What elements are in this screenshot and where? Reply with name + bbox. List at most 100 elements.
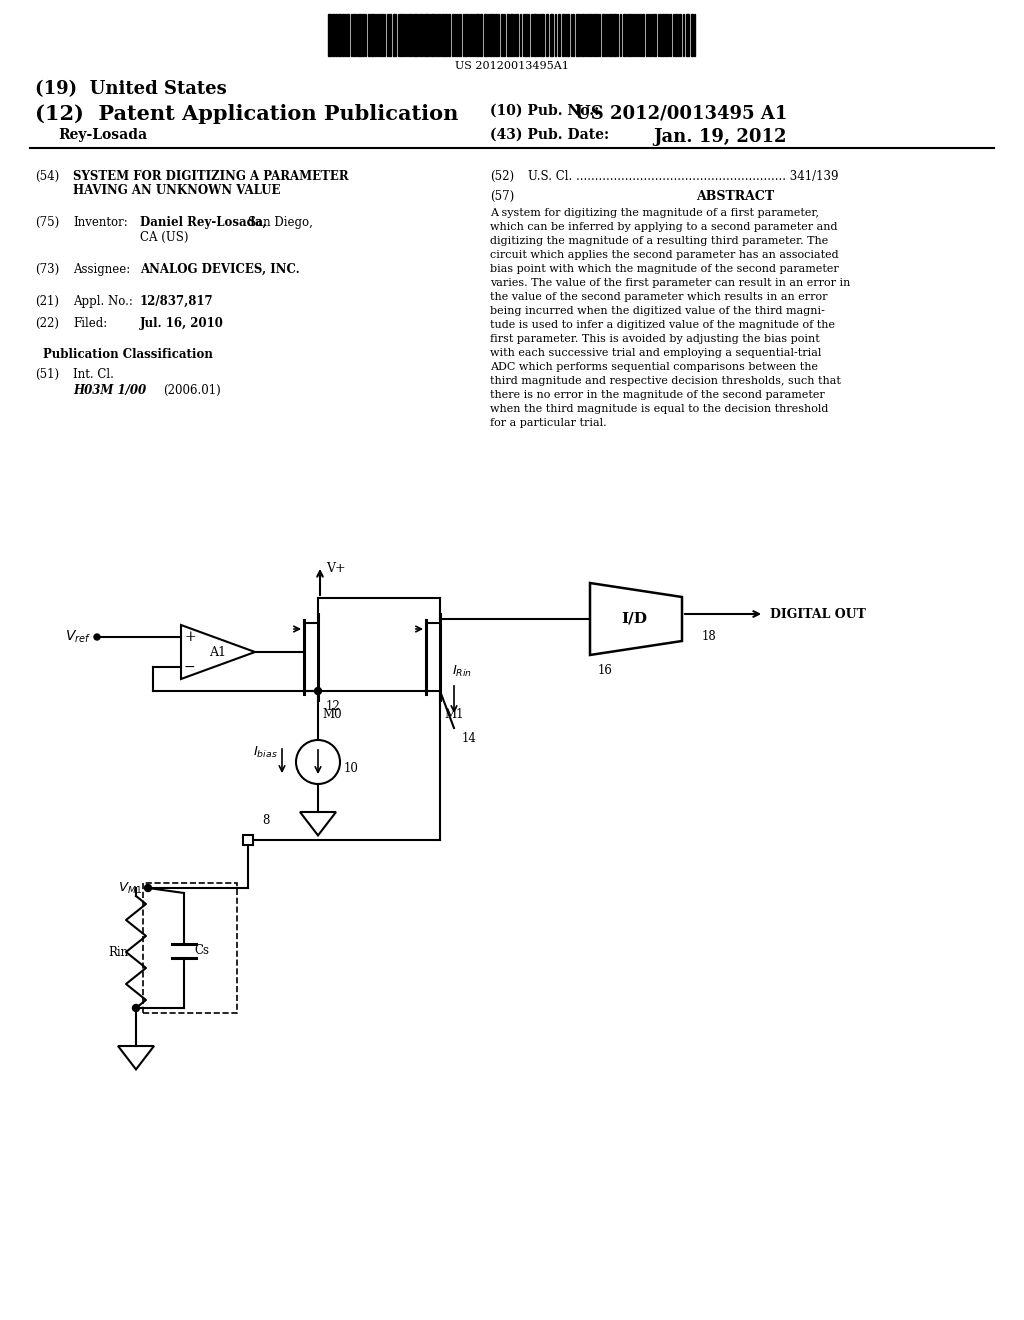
Text: Inventor:: Inventor: (73, 216, 128, 228)
Bar (243, 836, 253, 845)
Bar (558, 15, 560, 55)
Bar (541, 15, 544, 55)
Text: M0: M0 (322, 708, 342, 721)
Text: 8: 8 (262, 813, 269, 826)
Bar (328, 15, 331, 55)
Bar (393, 15, 396, 55)
Text: Cs: Cs (194, 944, 209, 957)
Bar (490, 15, 492, 55)
Bar (389, 15, 391, 55)
Bar (409, 15, 411, 55)
Text: 16: 16 (598, 664, 613, 677)
Text: San Diego,: San Diego, (248, 216, 313, 228)
Bar (675, 15, 677, 55)
Text: US 20120013495A1: US 20120013495A1 (455, 61, 569, 71)
Text: first parameter. This is avoided by adjusting the bias point: first parameter. This is avoided by adju… (490, 334, 820, 345)
Bar (510, 15, 513, 55)
Text: with each successive trial and employing a sequential-trial: with each successive trial and employing… (490, 348, 821, 358)
Text: H03M 1/00: H03M 1/00 (73, 384, 146, 397)
Text: (54): (54) (35, 170, 59, 183)
Text: (43) Pub. Date:: (43) Pub. Date: (490, 128, 609, 143)
Bar (582, 15, 584, 55)
Bar (691, 15, 693, 55)
Text: Rey-Losada: Rey-Losada (58, 128, 147, 143)
Text: being incurred when the digitized value of the third magni-: being incurred when the digitized value … (490, 306, 825, 315)
Bar (335, 15, 337, 55)
Bar (465, 15, 467, 55)
Text: which can be inferred by applying to a second parameter and: which can be inferred by applying to a s… (490, 222, 838, 232)
Text: for a particular trial.: for a particular trial. (490, 418, 606, 428)
Bar (484, 15, 487, 55)
Text: (57): (57) (490, 190, 514, 203)
Text: HAVING AN UNKNOWN VALUE: HAVING AN UNKNOWN VALUE (73, 183, 281, 197)
Bar (550, 15, 553, 55)
Text: Jul. 16, 2010: Jul. 16, 2010 (140, 317, 224, 330)
Text: A1: A1 (210, 645, 226, 659)
Text: 12/837,817: 12/837,817 (140, 294, 214, 308)
Text: US 2012/0013495 A1: US 2012/0013495 A1 (575, 104, 787, 121)
Bar (476, 15, 479, 55)
Bar (589, 15, 591, 55)
Bar (613, 15, 616, 55)
Bar (594, 15, 596, 55)
Text: ANALOG DEVICES, INC.: ANALOG DEVICES, INC. (140, 263, 300, 276)
Text: $I_{bias}$: $I_{bias}$ (253, 744, 278, 759)
Text: ABSTRACT: ABSTRACT (696, 190, 774, 203)
Text: $V_{M1}$: $V_{M1}$ (118, 880, 142, 895)
Bar (654, 15, 656, 55)
Text: 18: 18 (702, 631, 717, 644)
Text: $V_{ref}$: $V_{ref}$ (65, 628, 91, 645)
Text: bias point with which the magnitude of the second parameter: bias point with which the magnitude of t… (490, 264, 839, 275)
Text: third magnitude and respective decision thresholds, such that: third magnitude and respective decision … (490, 376, 841, 385)
Text: (2006.01): (2006.01) (163, 384, 221, 397)
Bar (602, 15, 604, 55)
Bar (662, 15, 664, 55)
Text: 12: 12 (326, 701, 341, 714)
Text: Filed:: Filed: (73, 317, 108, 330)
Bar (562, 15, 564, 55)
Bar (642, 15, 644, 55)
Bar (353, 15, 355, 55)
Text: I/D: I/D (621, 612, 647, 626)
Bar (437, 15, 439, 55)
Bar (534, 15, 536, 55)
Text: CA (US): CA (US) (140, 231, 188, 244)
Bar (525, 15, 527, 55)
Bar (495, 15, 497, 55)
Bar (338, 15, 341, 55)
Text: DIGITAL OUT: DIGITAL OUT (770, 607, 866, 620)
Bar (445, 15, 447, 55)
Text: (19)  United States: (19) United States (35, 81, 226, 98)
Text: (52): (52) (490, 170, 514, 183)
Text: when the third magnitude is equal to the decision threshold: when the third magnitude is equal to the… (490, 404, 828, 414)
Text: (22): (22) (35, 317, 59, 330)
Text: digitizing the magnitude of a resulting third parameter. The: digitizing the magnitude of a resulting … (490, 236, 828, 246)
Bar (400, 15, 402, 55)
Bar (362, 15, 364, 55)
Bar (686, 15, 689, 55)
Bar (507, 15, 509, 55)
Text: (10) Pub. No.:: (10) Pub. No.: (490, 104, 599, 117)
Circle shape (144, 884, 152, 891)
Text: U.S. Cl. ........................................................ 341/139: U.S. Cl. ...............................… (528, 170, 839, 183)
Bar (414, 15, 417, 55)
Bar (371, 15, 374, 55)
Circle shape (314, 688, 322, 694)
Text: tude is used to infer a digitized value of the magnitude of the: tude is used to infer a digitized value … (490, 319, 835, 330)
Text: Daniel Rey-Losada,: Daniel Rey-Losada, (140, 216, 266, 228)
Bar (347, 15, 349, 55)
Text: circuit which applies the second parameter has an associated: circuit which applies the second paramet… (490, 249, 839, 260)
Bar (442, 15, 444, 55)
Text: (12)  Patent Application Publication: (12) Patent Application Publication (35, 104, 459, 124)
Text: V+: V+ (326, 561, 346, 574)
Text: A system for digitizing the magnitude of a first parameter,: A system for digitizing the magnitude of… (490, 209, 819, 218)
Bar (665, 15, 667, 55)
Text: $I_{Rin}$: $I_{Rin}$ (452, 664, 472, 678)
Bar (342, 15, 344, 55)
Text: Int. Cl.: Int. Cl. (73, 368, 114, 381)
Bar (381, 15, 383, 55)
Bar (431, 15, 434, 55)
Bar (628, 15, 631, 55)
Bar (516, 15, 518, 55)
Text: varies. The value of the first parameter can result in an error in: varies. The value of the first parameter… (490, 279, 850, 288)
